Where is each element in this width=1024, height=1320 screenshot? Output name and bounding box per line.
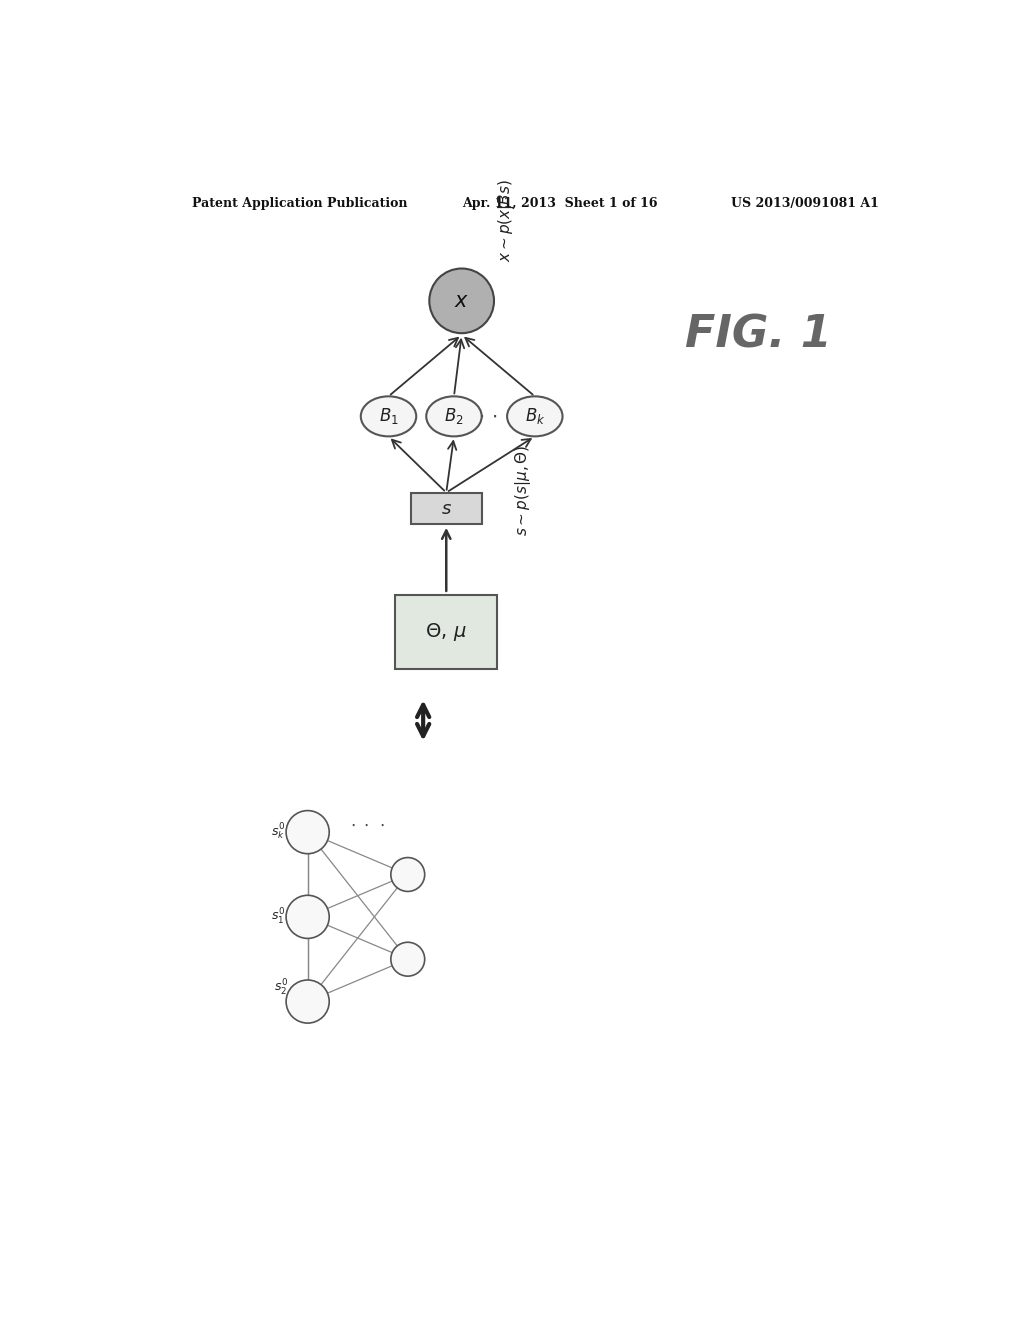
Text: $s$: $s$: [440, 500, 452, 517]
Text: FIG. 1: FIG. 1: [685, 314, 831, 356]
Text: $B_k$: $B_k$: [524, 407, 545, 426]
Text: US 2013/0091081 A1: US 2013/0091081 A1: [731, 197, 879, 210]
Circle shape: [429, 268, 494, 333]
Text: $s_k^0$: $s_k^0$: [271, 822, 286, 842]
Text: Patent Application Publication: Patent Application Publication: [193, 197, 408, 210]
Ellipse shape: [507, 396, 562, 437]
Ellipse shape: [360, 396, 416, 437]
FancyBboxPatch shape: [411, 494, 481, 524]
Text: $s_2^0$: $s_2^0$: [273, 978, 288, 998]
Text: $x\sim p(x|Bs)$: $x\sim p(x|Bs)$: [497, 180, 516, 263]
Text: $B_1$: $B_1$: [379, 407, 398, 426]
Text: $\cdot\,\cdot\,\cdot$: $\cdot\,\cdot\,\cdot$: [478, 407, 514, 426]
Text: $\cdot\;\cdot\;\cdot$: $\cdot\;\cdot\;\cdot$: [350, 816, 385, 833]
Text: $B_2$: $B_2$: [444, 407, 464, 426]
Circle shape: [286, 810, 330, 854]
Text: $s\sim p(s|\mu,\Theta)$: $s\sim p(s|\mu,\Theta)$: [513, 445, 534, 536]
FancyBboxPatch shape: [395, 594, 497, 669]
Circle shape: [286, 979, 330, 1023]
Circle shape: [391, 858, 425, 891]
Text: Apr. 11, 2013  Sheet 1 of 16: Apr. 11, 2013 Sheet 1 of 16: [462, 197, 657, 210]
Circle shape: [391, 942, 425, 977]
Text: $s_1^0$: $s_1^0$: [271, 907, 286, 927]
Text: $\Theta,\,\mu$: $\Theta,\,\mu$: [425, 620, 467, 643]
Text: $x$: $x$: [454, 290, 469, 310]
Circle shape: [286, 895, 330, 939]
Ellipse shape: [426, 396, 481, 437]
